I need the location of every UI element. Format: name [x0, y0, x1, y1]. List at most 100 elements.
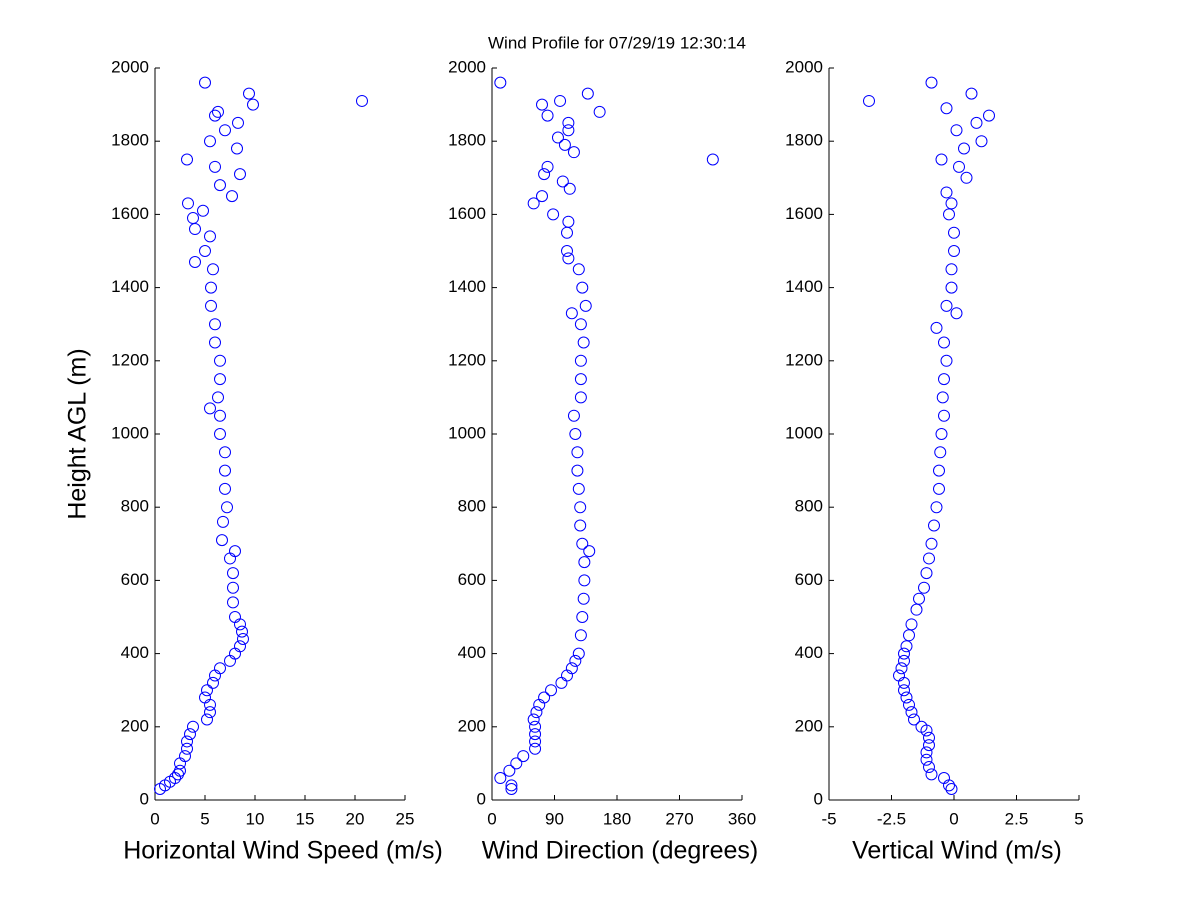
- point: [510, 757, 523, 770]
- point: [529, 735, 542, 748]
- point: [201, 684, 213, 697]
- point: [204, 402, 216, 415]
- point: [898, 654, 910, 667]
- point: [181, 153, 193, 166]
- x-tick-label: -2.5: [877, 809, 906, 828]
- point: [567, 409, 580, 422]
- point: [945, 783, 958, 796]
- point: [204, 230, 216, 243]
- point: [915, 720, 928, 733]
- point: [925, 537, 938, 550]
- point: [923, 552, 935, 565]
- y-tick-label: 1000: [785, 423, 823, 442]
- y-tick-label: 2000: [111, 57, 149, 76]
- point: [214, 354, 226, 367]
- point: [945, 263, 958, 276]
- x-axis-label: Horizontal Wind Speed (m/s): [123, 837, 443, 865]
- point: [920, 753, 933, 766]
- y-tick-label: 400: [795, 643, 823, 662]
- point: [920, 746, 933, 759]
- point: [356, 94, 368, 107]
- point: [214, 428, 226, 440]
- point: [494, 76, 507, 89]
- point: [578, 574, 591, 587]
- point: [558, 138, 571, 151]
- point: [933, 482, 945, 495]
- point: [903, 698, 915, 711]
- point: [948, 226, 960, 239]
- point: [214, 662, 226, 675]
- point: [975, 135, 988, 148]
- y-tick-label: 1400: [448, 277, 486, 296]
- x-tick-label: -5: [821, 809, 836, 828]
- point: [247, 98, 259, 111]
- point: [577, 592, 590, 605]
- point: [227, 567, 239, 580]
- point: [234, 168, 246, 181]
- point: [221, 501, 233, 514]
- y-tick-label: 600: [121, 570, 149, 589]
- point: [187, 212, 199, 225]
- y-tick-label: 1800: [785, 131, 823, 150]
- point: [943, 208, 955, 221]
- point: [928, 519, 940, 532]
- y-tick-label: 600: [795, 570, 823, 589]
- point: [574, 501, 587, 514]
- point: [574, 519, 587, 532]
- point: [930, 321, 943, 334]
- point: [572, 482, 585, 495]
- x-tick-label: 5: [1074, 809, 1083, 828]
- point: [536, 190, 548, 203]
- point: [577, 336, 590, 349]
- point: [219, 464, 231, 477]
- point: [569, 428, 582, 440]
- point: [505, 783, 518, 796]
- point: [958, 142, 970, 155]
- point: [229, 545, 241, 558]
- point: [908, 713, 920, 726]
- y-tick-label: 1800: [111, 131, 149, 150]
- point: [209, 336, 221, 349]
- point: [212, 105, 224, 118]
- point: [181, 742, 193, 755]
- point: [227, 581, 239, 594]
- point: [923, 761, 935, 774]
- y-tick-label: 400: [121, 643, 149, 662]
- point: [910, 603, 923, 616]
- point: [898, 647, 910, 660]
- y-tick-label: 1400: [785, 277, 823, 296]
- point: [199, 76, 211, 89]
- x-tick-label: 0: [487, 809, 496, 828]
- point: [517, 750, 530, 763]
- point: [527, 713, 540, 726]
- x-tick-label: 2.5: [1005, 809, 1029, 828]
- point: [209, 318, 221, 331]
- point: [562, 124, 575, 137]
- point: [945, 197, 958, 210]
- point: [574, 318, 587, 331]
- point: [934, 446, 947, 459]
- point: [529, 742, 542, 755]
- y-axis-label: Height AGL (m): [64, 348, 92, 519]
- point: [554, 94, 567, 107]
- point: [940, 186, 953, 199]
- point: [900, 640, 913, 653]
- point: [565, 662, 578, 675]
- point: [232, 116, 244, 129]
- x-axis-label: Vertical Wind (m/s): [852, 837, 1062, 865]
- point: [214, 373, 226, 386]
- y-tick-label: 1000: [111, 423, 149, 442]
- point: [938, 409, 950, 422]
- x-tick-label: 0: [150, 809, 159, 828]
- y-tick-label: 1600: [448, 204, 486, 223]
- point: [209, 109, 221, 122]
- point: [182, 197, 194, 210]
- point: [199, 245, 211, 257]
- point: [204, 706, 216, 719]
- point: [938, 373, 950, 386]
- x-tick-label: 15: [296, 809, 315, 828]
- point: [201, 713, 213, 726]
- point: [940, 299, 953, 312]
- point: [923, 731, 935, 744]
